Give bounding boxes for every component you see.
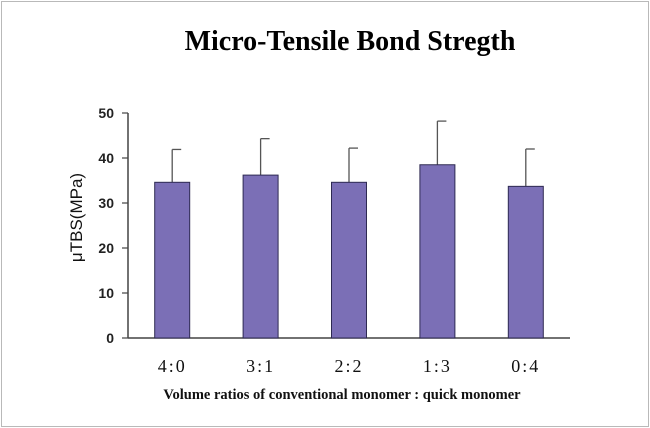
bar-5: [507, 185, 544, 339]
x-category-label: 3:1: [246, 356, 275, 376]
bar-1: [154, 181, 191, 339]
y-tick-label: 10: [98, 285, 114, 301]
bar-2: [242, 174, 279, 339]
y-tick-label: 0: [106, 330, 114, 346]
bar-3: [331, 181, 367, 339]
x-category-label: 0:4: [511, 356, 540, 376]
y-tick-label: 30: [98, 195, 114, 211]
bar-4: [419, 164, 456, 339]
y-axis-label-group: μTBS(MPa): [67, 173, 86, 262]
chart-title: Micro-Tensile Bond Stregth: [185, 26, 516, 57]
y-tick-label: 40: [98, 150, 114, 166]
plot-area: 0 10 20 30 40 50 4:0 3:1 2:2 1:3 0:4: [98, 105, 570, 376]
x-axis-label: Volume ratios of conventional monomer : …: [163, 387, 521, 403]
y-tick-label: 50: [98, 105, 114, 121]
x-category-label: 2:2: [334, 356, 363, 376]
y-tick-label: 20: [98, 240, 114, 256]
y-axis-label: μTBS(MPa): [67, 173, 86, 262]
x-category-label: 4:0: [158, 356, 187, 376]
x-category-label: 1:3: [423, 356, 452, 376]
